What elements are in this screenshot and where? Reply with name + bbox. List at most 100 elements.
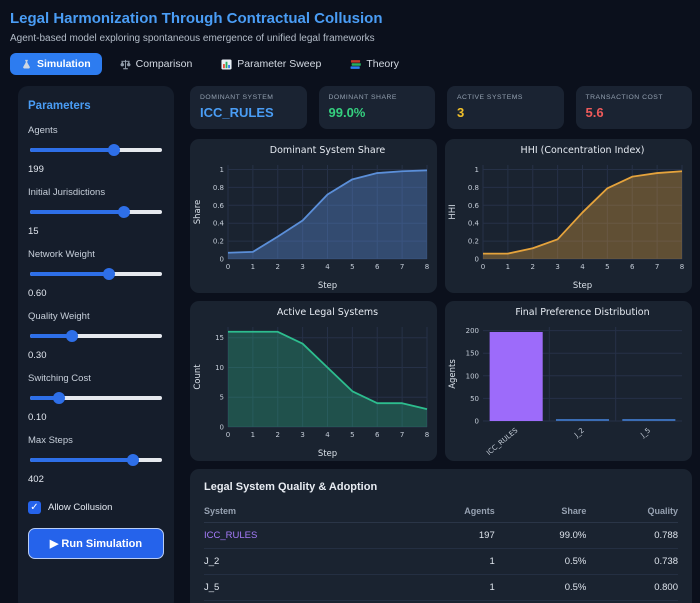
network-weight-slider[interactable] (30, 268, 162, 280)
svg-text:Step: Step (318, 281, 337, 291)
allow-collusion-checkbox[interactable]: ✓ (28, 501, 41, 514)
svg-text:7: 7 (400, 263, 404, 271)
svg-text:Share: Share (193, 200, 203, 225)
stat-value: ICC_RULES (200, 105, 274, 120)
slider-thumb[interactable] (126, 454, 139, 466)
svg-text:1: 1 (251, 431, 255, 439)
tab-label: Parameter Sweep (237, 58, 322, 70)
tab-parameter-sweep[interactable]: Parameter Sweep (210, 53, 332, 75)
slider-track (30, 210, 162, 214)
svg-text:Final Preference Distribution: Final Preference Distribution (515, 307, 649, 318)
cell-share: 0.5% (494, 574, 587, 601)
max-steps-param: Max Steps 402 (28, 435, 164, 485)
svg-text:2: 2 (276, 263, 280, 271)
slider-thumb[interactable] (103, 268, 116, 280)
tab-theory[interactable]: Theory (339, 53, 410, 75)
slider-list: Agents 199 Initial Jurisdictions 15 Network … (28, 125, 164, 485)
svg-text:100: 100 (466, 372, 479, 380)
agents-slider[interactable] (30, 144, 162, 156)
page-subtitle: Agent-based model exploring spontaneous … (10, 33, 375, 44)
svg-text:0.4: 0.4 (213, 220, 225, 228)
svg-text:HHI (Concentration Index): HHI (Concentration Index) (521, 145, 645, 156)
cell-quality: 0.738 (586, 548, 678, 575)
param-value: 0.30 (28, 350, 47, 361)
slider-thumb[interactable] (108, 144, 121, 156)
tab-comparison[interactable]: Comparison (109, 53, 204, 75)
svg-text:Agents: Agents (448, 359, 458, 389)
col-header-share: Share (494, 501, 587, 523)
tab-label: Comparison (135, 58, 193, 70)
scales-icon (120, 59, 131, 70)
svg-text:1: 1 (506, 263, 510, 271)
svg-text:0.4: 0.4 (468, 220, 480, 228)
table-title: Legal System Quality & Adoption (204, 481, 378, 493)
slider-fill (30, 148, 115, 152)
quality-weight-slider[interactable] (30, 330, 162, 342)
svg-text:0: 0 (475, 256, 479, 264)
slider-thumb[interactable] (53, 392, 66, 404)
svg-text:7: 7 (400, 431, 404, 439)
svg-text:1: 1 (220, 166, 224, 174)
stat-card-active-systems: ACTIVE SYSTEMS 3 (447, 86, 564, 129)
chart-svg: 0 0.2 0.4 0.6 0.8 1 0 1 2 3 4 5 6 7 8 Dominant System S… (193, 145, 429, 291)
slider-track (30, 458, 162, 462)
slider-thumb[interactable] (66, 330, 79, 342)
switching-cost-slider[interactable] (30, 392, 162, 404)
svg-text:J_5: J_5 (639, 426, 653, 439)
param-label: Network Weight (28, 249, 95, 260)
slider-fill (30, 458, 133, 462)
col-header-quality: Quality (586, 501, 678, 523)
tab-simulation[interactable]: Simulation (10, 53, 102, 75)
stat-value: 99.0% (328, 105, 366, 120)
param-value: 402 (28, 474, 44, 485)
svg-text:0: 0 (226, 431, 230, 439)
agents-param: Agents 199 (28, 125, 164, 175)
stat-cards-row: DOMINANT SYSTEM ICC_RULES DOMINANT SHARE 99… (190, 86, 692, 129)
cell-system: J_2 (204, 548, 404, 575)
param-label: Agents (28, 125, 58, 136)
stat-label: DOMINANT SHARE (328, 94, 397, 101)
cell-share: 99.0% (494, 522, 587, 549)
chart-dominant-system-share: 0 0.2 0.4 0.6 0.8 1 0 1 2 3 4 5 6 7 8 Dominant System S… (190, 139, 437, 293)
svg-text:8: 8 (680, 263, 684, 271)
stat-label: ACTIVE SYSTEMS (457, 94, 523, 101)
content-area: DOMINANT SYSTEM ICC_RULES DOMINANT SHARE 99… (190, 86, 692, 603)
param-value: 0.10 (28, 412, 47, 423)
run-simulation-button[interactable]: ▶ Run Simulation (28, 528, 164, 559)
slider-track (30, 396, 162, 400)
initial-jurisdictions-slider[interactable] (30, 206, 162, 218)
slider-track (30, 148, 162, 152)
svg-text:0: 0 (220, 256, 224, 264)
svg-text:HHI: HHI (448, 204, 458, 219)
cell-system: ICC_RULES (204, 522, 404, 549)
svg-text:ICC_RULES: ICC_RULES (485, 426, 520, 457)
cell-agents: 197 (403, 522, 495, 549)
svg-text:5: 5 (350, 431, 354, 439)
svg-text:0: 0 (475, 418, 479, 426)
quality-table: System Agents Share Quality ICC_RULES 197 99.… (204, 501, 678, 601)
chart-svg: 0 5 10 15 0 1 2 3 4 5 6 7 8 Active Legal Systems Count… (193, 307, 429, 459)
slider-fill (30, 210, 124, 214)
quality-table-panel: Legal System Quality & Adoption System Ag… (190, 469, 692, 603)
svg-text:0: 0 (481, 263, 485, 271)
stat-label: DOMINANT SYSTEM (200, 94, 274, 101)
slider-track (30, 272, 162, 276)
svg-text:1: 1 (475, 166, 479, 174)
svg-text:0.6: 0.6 (213, 202, 225, 210)
tab-bar: Simulation Comparison Parameter Sweep Theor… (10, 53, 690, 75)
col-header-agents: Agents (403, 501, 495, 523)
charts-grid: 0 0.2 0.4 0.6 0.8 1 0 1 2 3 4 5 6 7 8 Dominant System S… (190, 139, 692, 461)
svg-text:3: 3 (555, 263, 559, 271)
stat-label: TRANSACTION COST (585, 94, 663, 101)
param-label: Quality Weight (28, 311, 90, 322)
slider-thumb[interactable] (117, 206, 130, 218)
svg-text:150: 150 (466, 350, 479, 358)
svg-text:7: 7 (655, 263, 659, 271)
svg-text:15: 15 (215, 334, 224, 342)
allow-collusion-label: Allow Collusion (48, 502, 113, 513)
max-steps-slider[interactable] (30, 454, 162, 466)
svg-text:4: 4 (325, 431, 330, 439)
svg-text:8: 8 (425, 263, 429, 271)
chart-svg: 0 0.2 0.4 0.6 0.8 1 0 1 2 3 4 5 6 7 8 HHI (Concentratio… (448, 145, 684, 291)
